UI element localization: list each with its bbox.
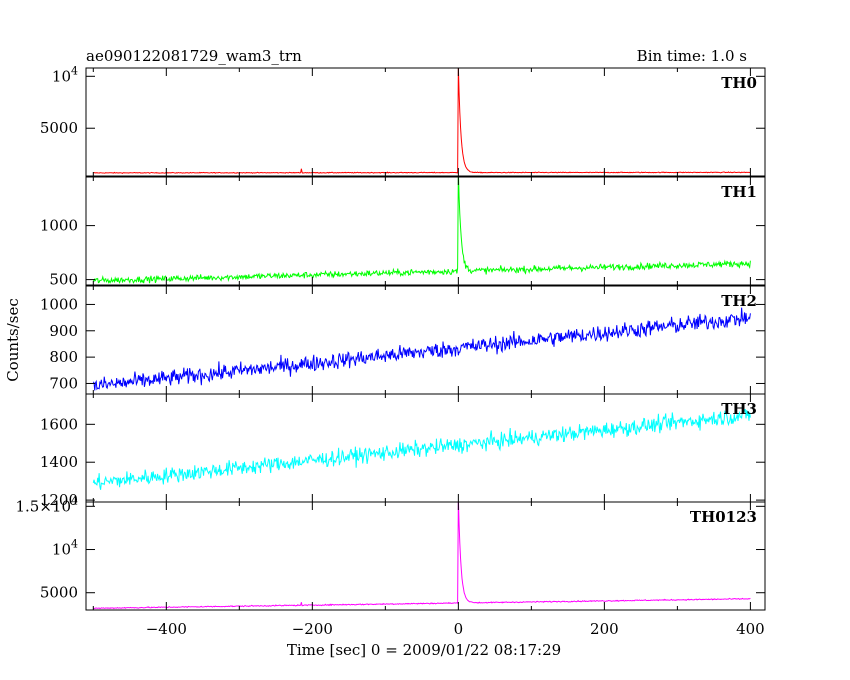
- panel-label: TH3: [721, 400, 757, 418]
- panel-label: TH0: [721, 74, 757, 92]
- y-tick-label: 800: [49, 348, 78, 366]
- y-tick-label: 1600: [40, 415, 78, 433]
- panel-th0: 5000 104 TH0: [40, 64, 766, 177]
- series-line-th0: [93, 68, 751, 174]
- series-line-th0123: [93, 502, 751, 610]
- y-tick-label: 1400: [40, 453, 78, 471]
- panel-th0123: 5000 104 1.5×104 TH0123: [15, 494, 766, 611]
- y-tick-label: 1200: [40, 491, 78, 509]
- panel-label: TH0123: [690, 508, 757, 526]
- panel-th2: 700 800 900 1000 TH2: [40, 285, 766, 395]
- series-line-th1: [92, 177, 751, 284]
- y-tick-label: 1.5×104: [15, 494, 78, 515]
- panel-label: TH2: [721, 292, 757, 310]
- y-tick-label: 104: [52, 64, 78, 85]
- panel-frame: [85, 176, 766, 286]
- chart-title: ae090122081729_wam3_trn: [86, 47, 302, 65]
- y-tick-label: 500: [49, 271, 78, 289]
- y-tick-label: 104: [52, 538, 78, 559]
- x-tick-label: −400: [146, 620, 187, 638]
- series-line-th3: [92, 408, 751, 490]
- panel-th1: 500 1000 TH1: [40, 176, 766, 289]
- y-tick-label: 5000: [40, 584, 78, 602]
- y-tick-label: 700: [49, 374, 78, 392]
- panel-frame: [85, 67, 766, 177]
- panel-th3: 1200 1400 1600 TH3: [40, 393, 766, 509]
- x-tick-label: 0: [454, 620, 464, 638]
- y-tick-label: 5000: [40, 119, 78, 137]
- series-line-th2: [92, 307, 751, 391]
- x-axis-label: Time [sec] 0 = 2009/01/22 08:17:29: [287, 641, 561, 659]
- bin-time-label: Bin time: 1.0 s: [637, 47, 747, 65]
- y-axis-label: Counts/sec: [4, 298, 22, 382]
- x-tick-label: 200: [590, 620, 619, 638]
- y-tick-label: 1000: [40, 217, 78, 235]
- x-tick-label: 400: [736, 620, 765, 638]
- panel-frame: [85, 501, 766, 611]
- x-tick-label: −200: [292, 620, 333, 638]
- y-tick-label: 1000: [40, 295, 78, 313]
- y-tick-label: 900: [49, 322, 78, 340]
- panel-label: TH1: [721, 183, 757, 201]
- panels-group: 5000 104 TH0 500 1000 TH1 700 800 900 1000 TH2 1200…: [15, 64, 766, 638]
